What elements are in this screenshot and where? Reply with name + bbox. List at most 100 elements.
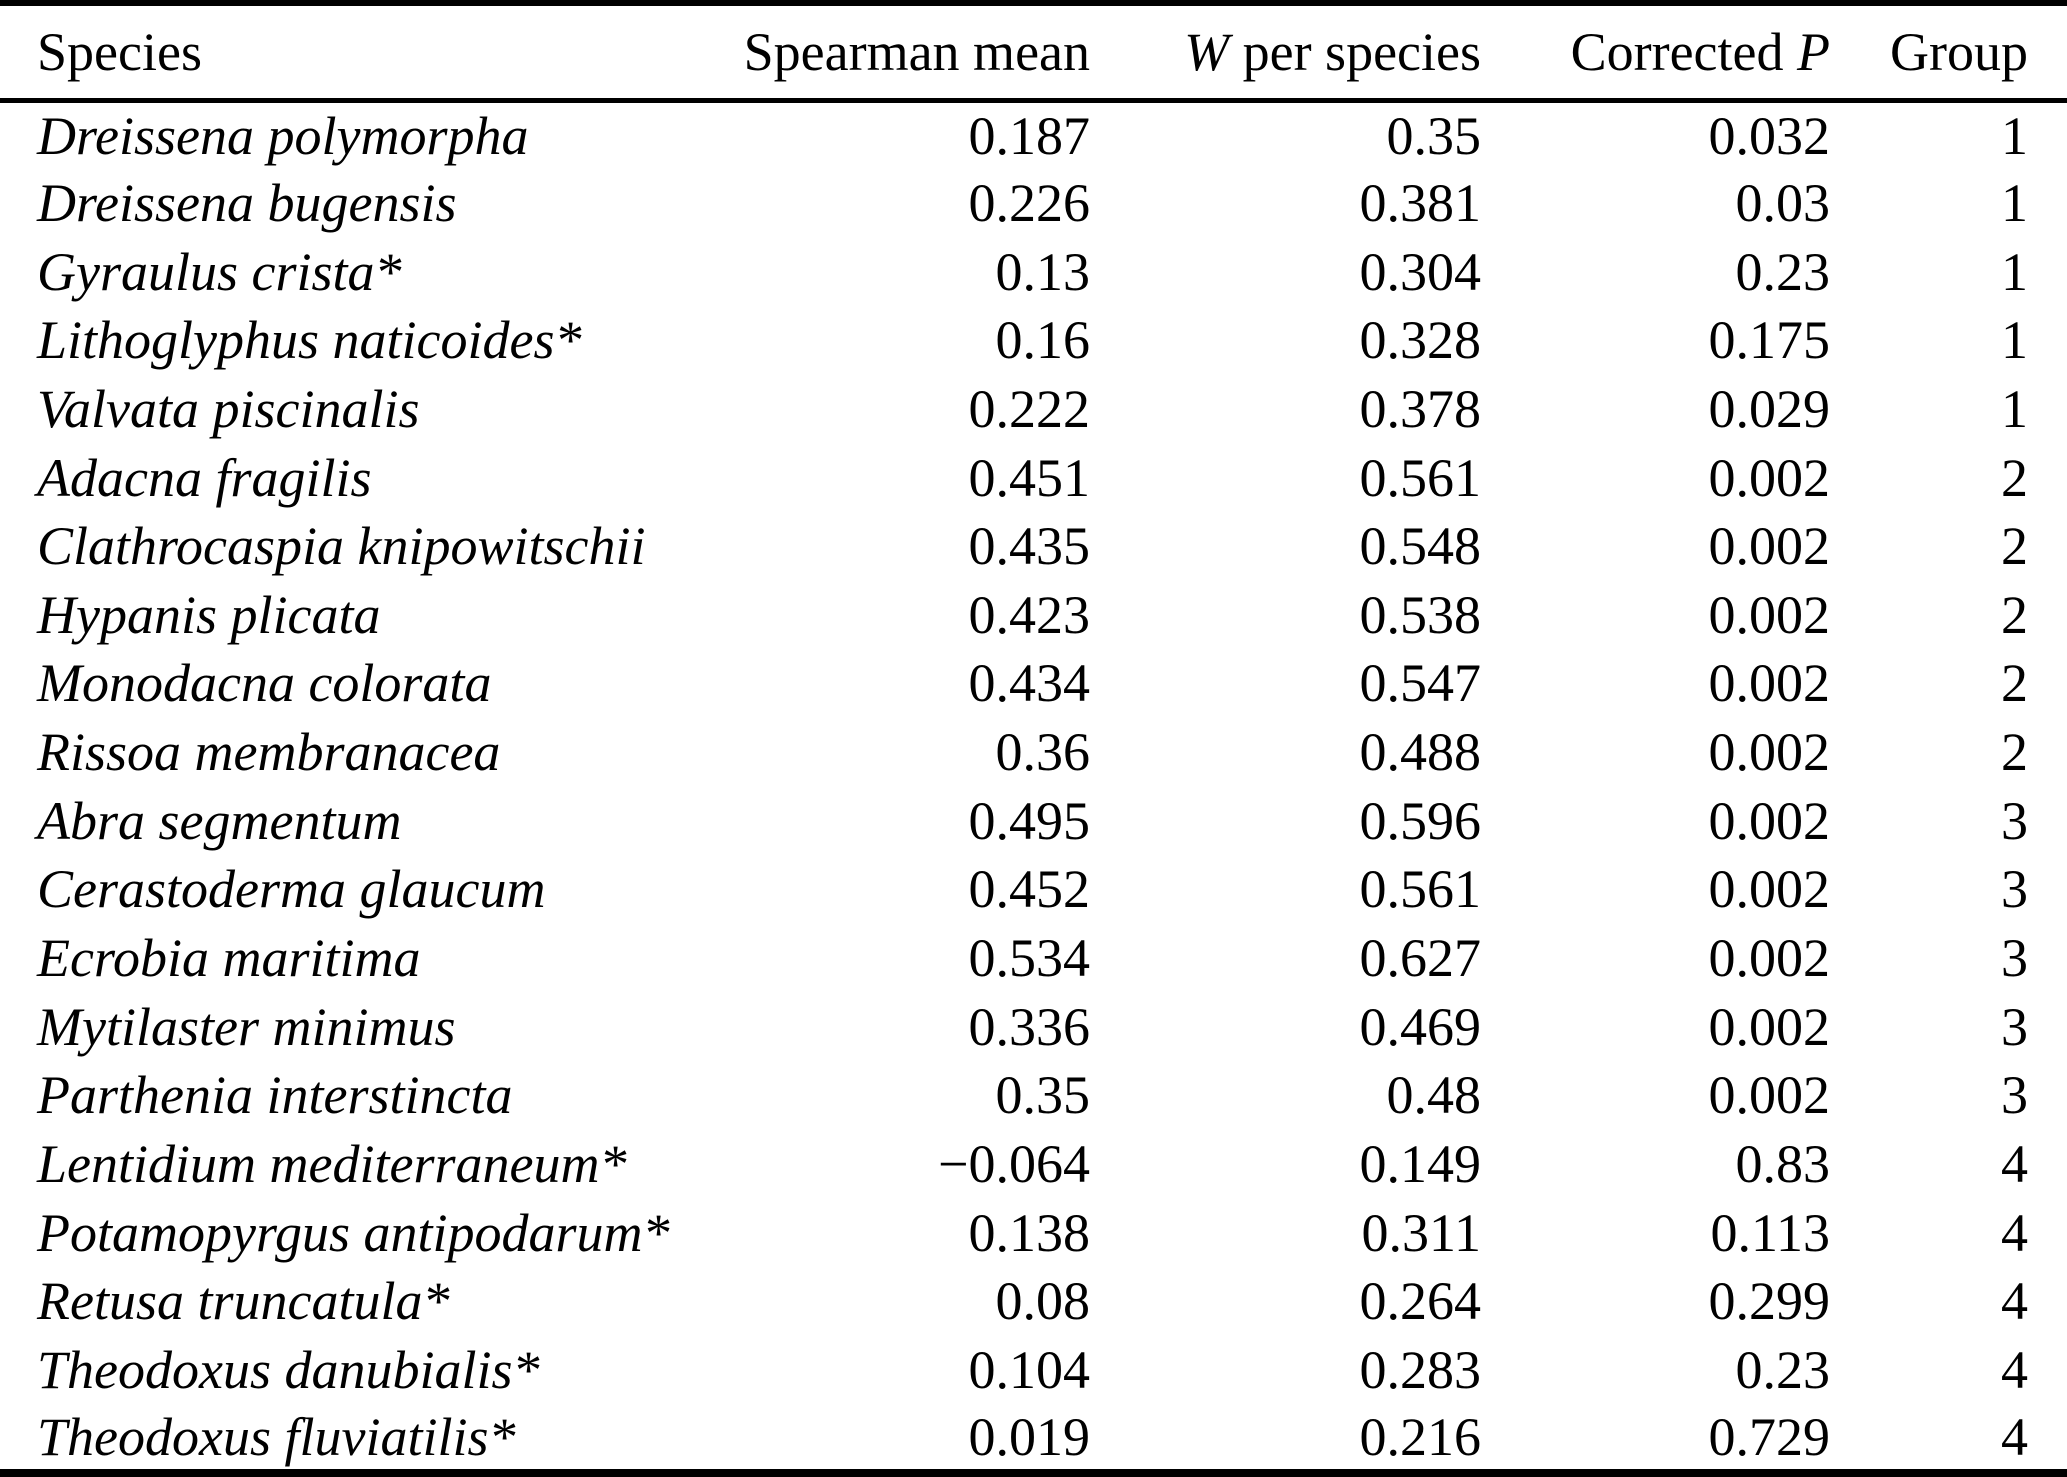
spearman-mean-value: 0.187: [968, 105, 1091, 166]
species-name: Parthenia interstincta: [37, 1065, 513, 1126]
group-value: 2: [2001, 584, 2028, 645]
corrected-p-value: 0.175: [1708, 310, 1831, 371]
corrected-p-value: 0.002: [1708, 1065, 1831, 1126]
corrected-p-value: 0.002: [1708, 996, 1831, 1057]
corrected-p-value: 0.83: [1735, 1133, 1831, 1194]
group-value: 1: [2001, 172, 2028, 233]
table-row: Mytilaster minimus 0.336 0.469 0.002 3: [0, 992, 2067, 1061]
spearman-mean-value: 0.13: [995, 241, 1091, 302]
table-row: Gyraulus crista* 0.13 0.304 0.23 1: [0, 237, 2067, 306]
group-value: 4: [2001, 1133, 2028, 1194]
w-per-species-value: 0.378: [1359, 378, 1482, 439]
corrected-p-value: 0.002: [1708, 447, 1831, 508]
column-header-spearman-mean: Spearman mean: [700, 3, 1090, 103]
group-value: 2: [2001, 447, 2028, 508]
species-name: Lentidium mediterraneum*: [37, 1133, 627, 1194]
spearman-mean-value: 0.08: [995, 1271, 1091, 1332]
species-name: Rissoa membranacea: [37, 722, 501, 783]
w-per-species-value: 0.216: [1359, 1406, 1482, 1467]
w-per-species-value: 0.48: [1386, 1065, 1482, 1126]
species-name: Potamopyrgus antipodarum*: [37, 1202, 670, 1263]
spearman-mean-value: 0.104: [968, 1339, 1091, 1400]
table-row: Adacna fragilis 0.451 0.561 0.002 2: [0, 443, 2067, 512]
group-value: 2: [2001, 516, 2028, 577]
species-name: Abra segmentum: [37, 790, 402, 851]
w-per-species-value: 0.548: [1359, 516, 1482, 577]
species-name: Theodoxus fluviatilis*: [37, 1406, 516, 1467]
group-value: 3: [2001, 996, 2028, 1057]
corrected-p-value: 0.029: [1708, 378, 1831, 439]
corrected-p-value: 0.002: [1708, 516, 1831, 577]
group-value: 4: [2001, 1202, 2028, 1263]
w-per-species-value: 0.311: [1361, 1202, 1482, 1263]
group-value: 2: [2001, 722, 2028, 783]
group-value: 1: [2001, 105, 2028, 166]
w-per-species-value: 0.469: [1359, 996, 1482, 1057]
w-symbol: W: [1184, 21, 1230, 82]
species-name: Adacna fragilis: [37, 447, 372, 508]
table-row: Theodoxus fluviatilis* 0.019 0.216 0.729…: [0, 1404, 2067, 1473]
spearman-mean-value: 0.452: [968, 859, 1091, 920]
corrected-p-value: 0.113: [1710, 1202, 1831, 1263]
group-value: 1: [2001, 310, 2028, 371]
w-per-species-value: 0.304: [1359, 241, 1482, 302]
corrected-p-value: 0.002: [1708, 859, 1831, 920]
table-row: Monodacna colorata 0.434 0.547 0.002 2: [0, 649, 2067, 718]
table-row: Parthenia interstincta 0.35 0.48 0.002 3: [0, 1061, 2067, 1130]
column-header-group: Group: [1830, 3, 2067, 103]
w-per-species-value: 0.538: [1359, 584, 1482, 645]
corrected-p-value: 0.002: [1708, 653, 1831, 714]
spearman-mean-value: 0.019: [968, 1406, 1091, 1467]
column-header-w-per-species: W per species: [1090, 3, 1481, 103]
w-header-rest: per species: [1229, 21, 1481, 82]
species-name: Lithoglyphus naticoides*: [37, 310, 582, 371]
w-per-species-value: 0.561: [1359, 447, 1482, 508]
group-value: 3: [2001, 928, 2028, 988]
species-name: Gyraulus crista*: [37, 241, 402, 302]
spearman-mean-value: 0.35: [995, 1065, 1091, 1126]
spearman-mean-value: 0.435: [968, 516, 1091, 577]
spearman-mean-value: 0.138: [968, 1202, 1091, 1263]
table-row: Abra segmentum 0.495 0.596 0.002 3: [0, 786, 2067, 855]
group-value: 4: [2001, 1406, 2028, 1467]
group-value: 4: [2001, 1271, 2028, 1332]
w-per-species-value: 0.596: [1359, 790, 1482, 851]
species-name: Dreissena polymorpha: [37, 105, 529, 166]
table-row: Valvata piscinalis 0.222 0.378 0.029 1: [0, 375, 2067, 444]
spearman-mean-value: 0.495: [968, 790, 1091, 851]
corrected-p-value: 0.299: [1708, 1271, 1831, 1332]
w-per-species-value: 0.264: [1359, 1271, 1482, 1332]
column-header-corrected-p: Corrected P: [1481, 3, 1830, 103]
spearman-mean-value: 0.336: [968, 996, 1091, 1057]
spearman-mean-value: 0.222: [968, 378, 1091, 439]
w-per-species-value: 0.35: [1386, 105, 1482, 166]
corrected-p-value: 0.002: [1708, 790, 1831, 851]
table-row: Lithoglyphus naticoides* 0.16 0.328 0.17…: [0, 306, 2067, 375]
table-row: Retusa truncatula* 0.08 0.264 0.299 4: [0, 1267, 2067, 1336]
table-row: Lentidium mediterraneum* −0.064 0.149 0.…: [0, 1130, 2067, 1199]
spearman-mean-value: 0.451: [968, 447, 1091, 508]
p-symbol: P: [1797, 21, 1830, 82]
spearman-mean-value: 0.36: [995, 722, 1091, 783]
spearman-mean-value: 0.16: [995, 310, 1091, 371]
corrected-p-value: 0.03: [1735, 172, 1831, 233]
table-row: Dreissena polymorpha 0.187 0.35 0.032 1: [0, 100, 2067, 169]
table-row: Cerastoderma glaucum 0.452 0.561 0.002 3: [0, 855, 2067, 924]
spearman-mean-value: 0.534: [968, 928, 1091, 988]
table-row: Clathrocaspia knipowitschii 0.435 0.548 …: [0, 512, 2067, 581]
species-name: Valvata piscinalis: [37, 378, 420, 439]
species-name: Monodacna colorata: [37, 653, 492, 714]
table-body: Dreissena polymorpha 0.187 0.35 0.032 1 …: [0, 100, 2067, 1473]
corrected-p-value: 0.002: [1708, 584, 1831, 645]
group-value: 1: [2001, 378, 2028, 439]
spearman-mean-value: 0.226: [968, 172, 1091, 233]
group-value: 3: [2001, 1065, 2028, 1126]
table-row: Dreissena bugensis 0.226 0.381 0.03 1: [0, 169, 2067, 238]
table-row: Theodoxus danubialis* 0.104 0.283 0.23 4: [0, 1336, 2067, 1405]
species-name: Hypanis plicata: [37, 584, 381, 645]
spearman-mean-value: 0.423: [968, 584, 1091, 645]
species-name: Cerastoderma glaucum: [37, 859, 546, 920]
group-value: 4: [2001, 1339, 2028, 1400]
species-name: Ecrobia maritima: [37, 928, 421, 988]
species-name: Retusa truncatula*: [37, 1271, 450, 1332]
